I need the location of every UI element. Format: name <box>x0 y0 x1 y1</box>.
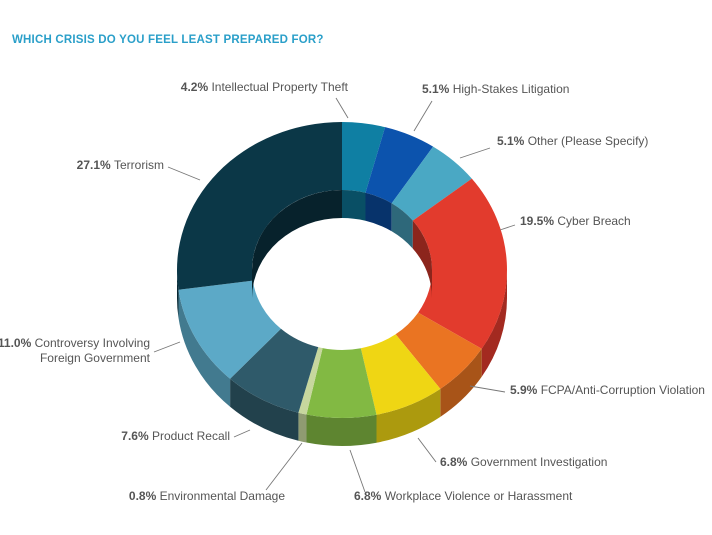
slice-inner-10-1 <box>252 190 342 298</box>
leader-line <box>233 429 251 438</box>
data-label: 5.1% High-Stakes Litigation <box>422 82 569 96</box>
slice-intellectual-property-theft <box>342 122 386 193</box>
slice-side-7 <box>298 412 307 443</box>
slice-side-5 <box>376 388 441 443</box>
leader-line <box>417 437 437 463</box>
slice-terrorism <box>177 122 342 290</box>
slice-environmental-damage <box>298 347 323 415</box>
data-label: 27.1% Terrorism <box>77 158 164 172</box>
data-label: 7.6% Product Recall <box>121 429 230 443</box>
chart-title: WHICH CRISIS DO YOU FEEL LEAST PREPARED … <box>12 34 324 46</box>
slice-side-9 <box>178 289 231 407</box>
slice-fcpa-anti-corruption-violation <box>395 312 482 389</box>
donut-slices <box>177 122 507 418</box>
slice-high-stakes-litigation <box>365 127 434 204</box>
data-label: 19.5% Cyber Breach <box>520 214 631 228</box>
data-label: 0.8% Environmental Damage <box>129 489 285 503</box>
data-label: 6.8% Government Investigation <box>440 455 607 469</box>
data-labels: 4.2% Intellectual Property Theft 5.1% Hig… <box>0 80 705 503</box>
leader-line <box>499 224 516 231</box>
slice-inner-1-0 <box>365 192 392 232</box>
leader-line <box>335 97 349 119</box>
data-label: Foreign Government <box>40 351 151 365</box>
slice-side-10 <box>177 270 179 318</box>
slice-workplace-violence-or-harassment <box>306 348 377 418</box>
slice-side-3 <box>481 270 507 377</box>
data-label: 5.9% FCPA/Anti-Corruption Violation <box>510 383 705 397</box>
leader-line <box>413 100 433 132</box>
slice-side-8 <box>230 378 299 441</box>
leader-line <box>153 341 181 353</box>
data-label: 6.8% Workplace Violence or Harassment <box>354 489 573 503</box>
slice-inner-3-0 <box>412 220 433 298</box>
slice-other-please-specify- <box>391 146 472 221</box>
data-label: 11.0% Controversy Involving <box>0 336 150 350</box>
leader-line <box>469 385 506 393</box>
slice-side-4 <box>440 348 482 417</box>
donut-side-walls <box>177 270 507 446</box>
leader-line <box>349 449 366 493</box>
donut-inner-walls <box>252 190 433 298</box>
data-label: 5.1% Other (Please Specify) <box>497 134 648 148</box>
slice-inner-0-0 <box>342 190 366 221</box>
slice-government-investigation <box>360 334 441 415</box>
leader-line <box>167 166 201 181</box>
leader-line <box>265 442 303 491</box>
slice-cyber-breach <box>412 178 507 349</box>
leader-line <box>459 147 491 159</box>
slice-controversy-involving-foreign-government <box>178 280 281 379</box>
slice-side-6 <box>306 414 377 446</box>
slice-inner-2-0 <box>391 203 413 249</box>
data-label: 4.2% Intellectual Property Theft <box>181 80 349 94</box>
slice-product-recall <box>230 328 319 413</box>
